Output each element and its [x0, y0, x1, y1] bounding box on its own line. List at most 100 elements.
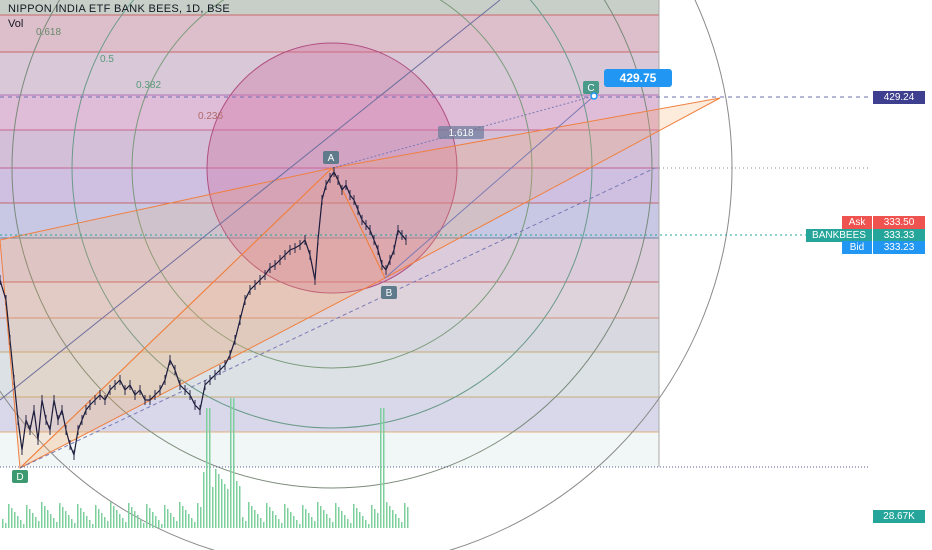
chart-title: NIPPON INDIA ETF BANK BEES, 1D, BSE [8, 3, 231, 15]
volume-bar [26, 505, 28, 528]
volume-bar [131, 507, 133, 528]
volume-bar [167, 509, 169, 528]
point-c-marker [583, 81, 599, 94]
volume-bar [104, 517, 106, 528]
volume-bar [92, 524, 94, 528]
volume-bar [335, 503, 337, 528]
point-markers[interactable] [12, 81, 599, 483]
volume-bar [20, 520, 22, 528]
volume-bar [95, 505, 97, 528]
volume-bar [368, 524, 370, 528]
volume-bar [53, 518, 55, 528]
volume-bar [14, 512, 16, 528]
volume-bar [386, 502, 388, 528]
point-d-marker [12, 470, 28, 483]
volume-bar [164, 505, 166, 528]
volume-bar [398, 518, 400, 528]
volume-bar [266, 503, 268, 528]
ratio-label-box [438, 126, 484, 139]
volume-bar [404, 503, 406, 528]
arc-0618 [11, 0, 653, 489]
price-candles [0, 167, 407, 460]
price-callout[interactable]: 429.75 [604, 69, 672, 87]
volume-bar [200, 507, 202, 528]
volume-bar [350, 523, 352, 528]
volume-bar [281, 523, 283, 528]
volume-bar [239, 486, 241, 528]
volume-bar [236, 481, 238, 528]
fib-label-0236: 0.236 [198, 111, 223, 122]
volume-bar [128, 503, 130, 528]
volume-bar [152, 512, 154, 528]
volume-bar [305, 509, 307, 528]
volume-bar [98, 509, 100, 528]
fib-level-labels: 0.618 0.5 0.382 0.236 [36, 27, 223, 122]
volume-bar [35, 517, 37, 528]
fib-band-9 [0, 318, 659, 352]
volume-bar [383, 408, 385, 528]
volume-bar [221, 479, 223, 528]
volume-bar [89, 520, 91, 528]
volume-bar [317, 502, 319, 528]
volume-bar [278, 519, 280, 528]
volume-bar [149, 508, 151, 528]
volume-bar [107, 521, 109, 528]
bid-price-tag: 333.23 [873, 241, 925, 254]
volume-bar [44, 506, 46, 528]
volume-bar [188, 514, 190, 528]
volume-bar [11, 508, 13, 528]
volume-bar [134, 511, 136, 528]
volume-bar [371, 505, 373, 528]
volume-bar [140, 519, 142, 528]
volume-bar [32, 513, 34, 528]
fib-band-2 [0, 52, 659, 95]
volume-bar [329, 518, 331, 528]
volume-bar [230, 398, 232, 528]
volume-bar [341, 511, 343, 528]
volume-bar [137, 515, 139, 528]
last-price-tag: 333.33 [873, 229, 925, 242]
fib-band-12 [0, 432, 659, 467]
volume-bar [362, 516, 364, 528]
volume-bar [218, 474, 220, 528]
volume-bar [74, 523, 76, 528]
abcd-pattern[interactable] [0, 0, 721, 470]
volume-bar [65, 511, 67, 528]
volume-bar [227, 489, 229, 528]
volume-bar [302, 505, 304, 528]
volume-bar [50, 514, 52, 528]
volume-bar [170, 513, 172, 528]
volume-bar [245, 521, 247, 528]
symbol-label: BANKBEES [806, 229, 872, 242]
volume-bar [185, 510, 187, 528]
volume-bar [296, 520, 298, 528]
volume-bar [212, 487, 214, 528]
volume-bar [161, 524, 163, 528]
volume-bar [344, 515, 346, 528]
volume-bar [254, 510, 256, 528]
volume-bar [233, 398, 235, 528]
volume-bar [320, 506, 322, 528]
volume-bar [206, 408, 208, 528]
volume-bar [356, 508, 358, 528]
volume-bar [41, 502, 43, 528]
volume-bar [143, 523, 145, 528]
volume-bar [287, 508, 289, 528]
volume-bar [77, 504, 79, 528]
volume-bar [260, 518, 262, 528]
volume-bar [224, 484, 226, 528]
volume-bar [407, 507, 409, 528]
volume-bar [71, 519, 73, 528]
volume-bar [269, 507, 271, 528]
volume-bars [2, 398, 409, 528]
ratio-label: 1.618 [448, 128, 473, 139]
volume-bar [176, 521, 178, 528]
volume-bar [395, 514, 397, 528]
ask-label: Ask [842, 216, 872, 229]
volume-bar [101, 513, 103, 528]
volume-bar [173, 517, 175, 528]
volume-bar [194, 522, 196, 528]
volume-bar [284, 504, 286, 528]
